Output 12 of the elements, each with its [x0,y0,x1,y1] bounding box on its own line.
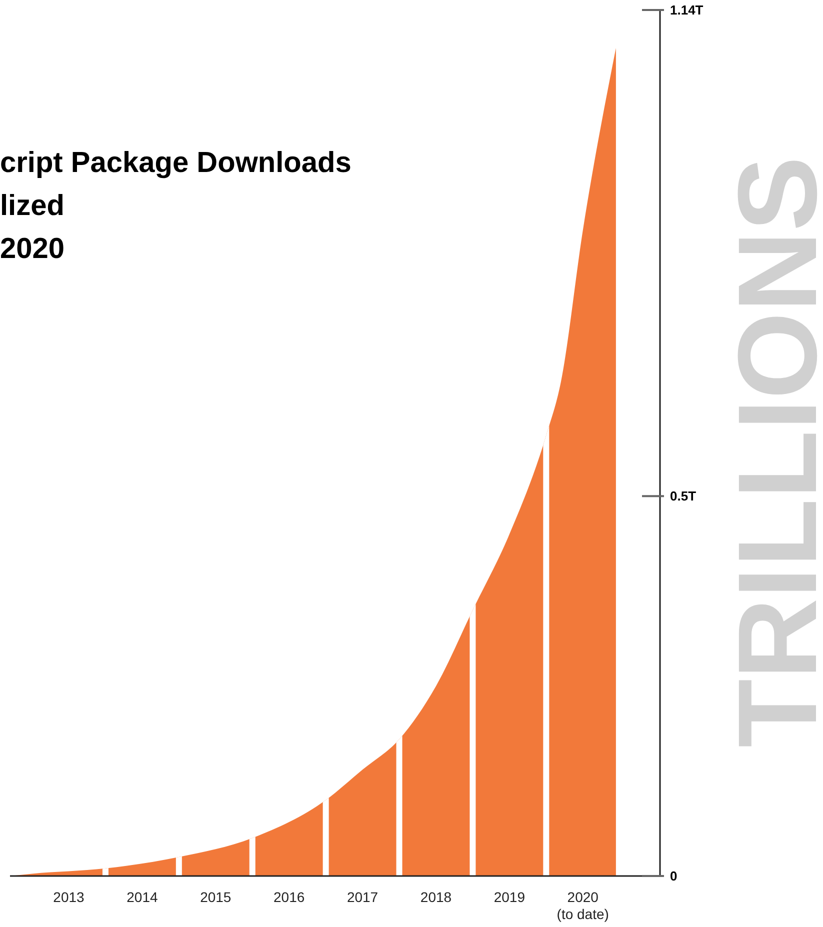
x-tick-label: 2015 [200,889,232,905]
y-tick-label: 1.14T [670,2,704,18]
x-tick-label: 2016 [274,889,305,905]
text: cript Package Downloads lized 2020 [0,147,352,265]
y-tick-label: 0 [670,868,678,884]
y-tick-label: 0.5T [670,488,696,504]
x-tick-label: 2018 [420,889,452,905]
x-tick-label: 2014 [126,889,158,905]
x-tick-label: 2013 [53,889,85,905]
x-tick-label: 2020 (to date) [556,889,609,922]
x-tick-label: 2019 [494,889,526,905]
x-tick-label: 2017 [346,889,378,905]
